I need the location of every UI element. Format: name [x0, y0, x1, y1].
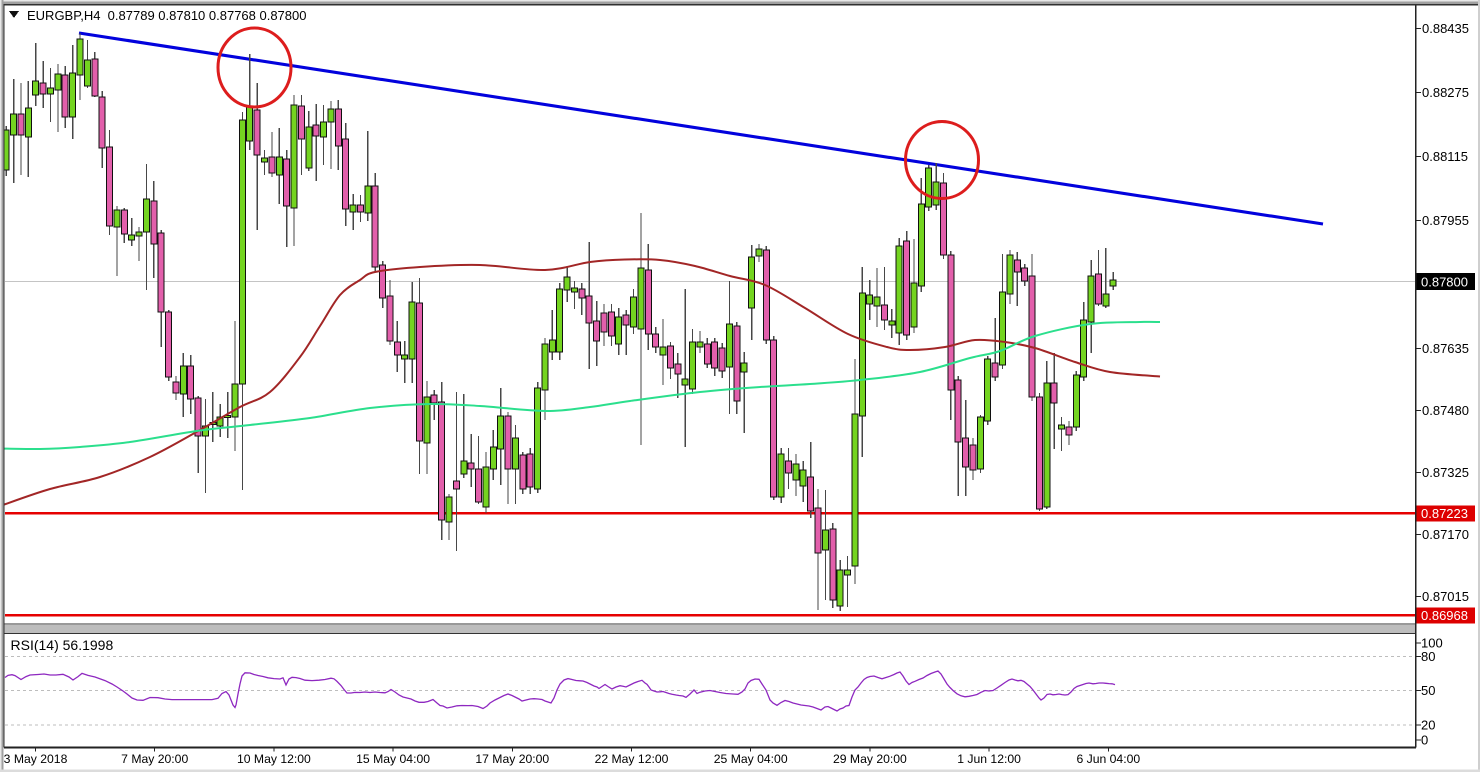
svg-text:6 Jun 04:00: 6 Jun 04:00	[1076, 752, 1140, 766]
svg-text:0.87635: 0.87635	[1422, 341, 1469, 356]
svg-text:RSI(14) 56.1998: RSI(14) 56.1998	[11, 637, 114, 653]
svg-text:15 May 04:00: 15 May 04:00	[356, 752, 430, 766]
svg-text:0.87170: 0.87170	[1422, 527, 1469, 542]
svg-text:0.87955: 0.87955	[1422, 213, 1469, 228]
svg-text:0.87015: 0.87015	[1422, 589, 1469, 604]
svg-text:0.88275: 0.88275	[1422, 85, 1469, 100]
svg-text:0.87480: 0.87480	[1422, 403, 1469, 418]
svg-text:0.87800: 0.87800	[1421, 274, 1468, 289]
svg-text:3 May 2018: 3 May 2018	[4, 752, 68, 766]
svg-text:29 May 20:00: 29 May 20:00	[833, 752, 907, 766]
svg-text:20: 20	[1421, 718, 1435, 733]
svg-text:0.88435: 0.88435	[1422, 21, 1469, 36]
svg-text:0.86968: 0.86968	[1421, 608, 1468, 623]
svg-text:0: 0	[1421, 733, 1428, 748]
svg-text:10 May 12:00: 10 May 12:00	[237, 752, 311, 766]
svg-text:22 May 12:00: 22 May 12:00	[595, 752, 669, 766]
svg-text:50: 50	[1421, 683, 1435, 698]
svg-text:17 May 20:00: 17 May 20:00	[475, 752, 549, 766]
svg-text:25 May 04:00: 25 May 04:00	[714, 752, 788, 766]
svg-text:0.87223: 0.87223	[1421, 506, 1468, 521]
svg-text:100: 100	[1421, 636, 1443, 651]
svg-text:7 May 20:00: 7 May 20:00	[121, 752, 188, 766]
svg-text:80: 80	[1421, 649, 1435, 664]
svg-text:0.88115: 0.88115	[1422, 149, 1468, 164]
svg-text:EURGBP,H4 0.87789 0.87810 0.8: EURGBP,H4 0.87789 0.87810 0.87768 0.8780…	[27, 8, 306, 23]
svg-text:0.87325: 0.87325	[1422, 465, 1469, 480]
svg-text:1 Jun 12:00: 1 Jun 12:00	[957, 752, 1021, 766]
